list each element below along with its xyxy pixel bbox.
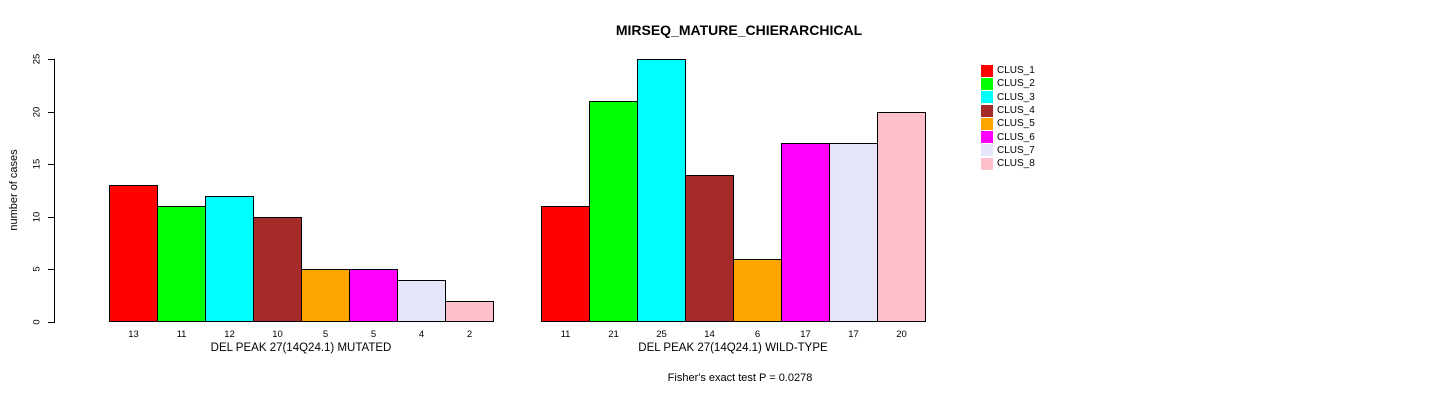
bar-value-label: 11	[560, 329, 571, 340]
legend-swatch	[981, 104, 993, 117]
bar-value-label: 4	[418, 329, 425, 340]
legend-label: CLUS_8	[997, 158, 1035, 170]
bar-value-label: 11	[176, 329, 187, 340]
y-axis-tick	[48, 164, 55, 166]
bar-clus_5-mutated	[301, 269, 350, 322]
legend-label: CLUS_1	[997, 65, 1035, 77]
bar-value-label: 13	[128, 329, 139, 340]
bar-value-label: 5	[370, 329, 377, 340]
bar-clus_7-mutated	[397, 279, 446, 322]
legend-item: CLUS_4	[981, 104, 1035, 117]
fisher-test-label: Fisher's exact test P = 0.0278	[667, 372, 813, 384]
bar-value-label: 17	[800, 329, 811, 340]
bar-clus_2-wild-type	[589, 101, 638, 322]
legend-item: CLUS_6	[981, 130, 1035, 144]
legend-swatch	[981, 131, 993, 144]
legend-label: CLUS_7	[997, 144, 1035, 156]
y-axis-tick-label: 25	[31, 53, 43, 65]
bar-value-label: 20	[896, 329, 907, 340]
legend-item: CLUS_8	[981, 157, 1035, 170]
bar-value-label: 17	[848, 329, 859, 340]
y-axis-tick	[48, 322, 55, 323]
bar-value-label: 5	[322, 329, 329, 340]
legend-label: CLUS_2	[997, 78, 1035, 90]
bar-clus_3-wild-type	[637, 59, 686, 322]
bar-value-label: 14	[704, 329, 715, 340]
y-axis-tick	[48, 59, 55, 60]
legend-label: CLUS_3	[997, 91, 1035, 103]
bar-value-label: 6	[754, 329, 761, 340]
chart-title: MIRSEQ_MATURE_CHIERARCHICAL	[615, 22, 863, 38]
y-axis-tick	[48, 269, 55, 271]
bar-value-label: 10	[272, 329, 283, 340]
y-axis-tick-label: 5	[31, 266, 43, 273]
legend-label: CLUS_6	[997, 131, 1035, 143]
y-axis-title: number of cases	[8, 149, 20, 231]
legend-item: CLUS_3	[981, 91, 1035, 104]
bar-clus_2-mutated	[157, 206, 206, 322]
legend-item: CLUS_7	[981, 144, 1035, 157]
bar-clus_4-wild-type	[685, 174, 734, 322]
legend-label: CLUS_4	[997, 105, 1035, 117]
bar-value-label: 25	[656, 329, 667, 340]
y-axis-line	[54, 59, 55, 323]
y-axis-tick-label: 0	[31, 319, 43, 325]
bar-clus_1-mutated	[109, 185, 158, 322]
legend-swatch	[981, 144, 993, 157]
legend-swatch	[981, 91, 993, 104]
y-axis-tick-label: 15	[31, 158, 43, 170]
bar-clus_7-wild-type	[829, 143, 878, 322]
bar-clus_1-wild-type	[541, 206, 590, 322]
legend-swatch	[981, 117, 993, 130]
y-axis-tick-label: 20	[31, 106, 43, 117]
x-axis-label-mutated: DEL PEAK 27(14Q24.1) MUTATED	[210, 342, 392, 354]
bar-value-label: 21	[608, 329, 619, 340]
legend-label: CLUS_5	[997, 118, 1035, 130]
x-axis-label-wild-type: DEL PEAK 27(14Q24.1) WILD-TYPE	[638, 342, 828, 354]
bar-clus_3-mutated	[205, 195, 254, 322]
legend-swatch	[981, 64, 993, 77]
legend-swatch	[981, 157, 993, 170]
bar-clus_8-mutated	[445, 300, 494, 322]
bar-clus_4-mutated	[253, 216, 302, 322]
bar-clus_6-mutated	[349, 269, 398, 322]
y-axis-tick	[48, 216, 55, 218]
bar-clus_6-wild-type	[781, 143, 830, 322]
bar-clus_8-wild-type	[877, 111, 926, 322]
legend-item: CLUS_2	[981, 77, 1035, 90]
legend: CLUS_1 CLUS_2 CLUS_3 CLUS_4 CLUS_5 CLUS_6 CLUS…	[981, 64, 1035, 170]
bar-value-label: 2	[466, 329, 473, 340]
legend-item: CLUS_1	[981, 64, 1035, 77]
bar-value-label: 12	[224, 329, 235, 340]
y-axis-tick-label: 10	[31, 211, 43, 223]
legend-swatch	[981, 77, 993, 90]
y-axis-tick	[48, 111, 55, 113]
legend-item: CLUS_5	[981, 117, 1035, 130]
bar-clus_5-wild-type	[733, 258, 782, 322]
